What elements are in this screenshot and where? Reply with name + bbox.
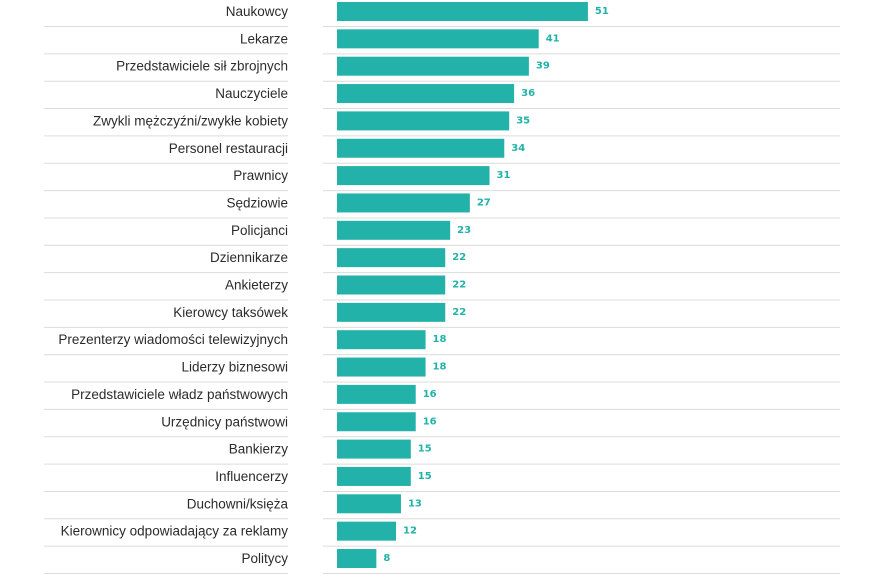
value-label: 22: [452, 307, 466, 318]
bar: [337, 549, 377, 568]
value-label: 13: [408, 498, 422, 509]
category-label: Przedstawiciele władz państwowych: [71, 387, 288, 402]
bar: [337, 357, 426, 377]
bar: [337, 193, 470, 213]
category-label: Politycy: [241, 551, 288, 566]
category-label: Przedstawiciele sił zbrojnych: [116, 59, 288, 74]
value-label: 41: [546, 33, 560, 44]
bar: [337, 248, 446, 268]
bar: [337, 220, 451, 240]
value-label: 22: [452, 252, 466, 263]
category-label: Zwykli mężczyźni/zwykłe kobiety: [93, 113, 288, 128]
category-label: Kierowcy taksówek: [173, 305, 288, 320]
category-label: Nauczyciele: [215, 86, 288, 101]
category-label: Ankieterzy: [225, 278, 288, 293]
category-label: Naukowcy: [226, 4, 289, 19]
bar: [337, 275, 446, 295]
value-label: 18: [433, 362, 447, 373]
bar: [337, 111, 510, 131]
category-label: Urzędnicy państwowi: [161, 414, 288, 429]
category-label: Bankierzy: [229, 442, 289, 457]
category-label: Prezenterzy wiadomości telewizyjnych: [58, 332, 288, 347]
bar: [337, 166, 490, 186]
value-label: 23: [457, 225, 471, 236]
bar: [337, 494, 401, 514]
bar: [337, 29, 539, 49]
bar: [337, 138, 505, 158]
value-label: 18: [433, 334, 447, 345]
bar: [337, 330, 426, 350]
category-label: Sędziowie: [226, 195, 288, 210]
value-label: 8: [383, 553, 390, 564]
bar: [337, 439, 411, 459]
value-label: 15: [418, 471, 432, 482]
category-label: Lekarze: [240, 31, 288, 46]
bar: [337, 384, 416, 404]
bar: [337, 84, 515, 104]
bar: [337, 466, 411, 486]
category-label: Liderzy biznesowi: [181, 360, 288, 375]
category-label: Influencerzy: [215, 469, 288, 484]
bar: [337, 521, 397, 541]
value-label: 36: [521, 88, 535, 99]
category-label: Duchowni/księża: [187, 496, 289, 511]
value-label: 39: [536, 61, 550, 72]
bar: [337, 2, 588, 21]
bar: [337, 56, 529, 76]
value-label: 27: [477, 197, 491, 208]
category-label: Kierownicy odpowiadający za reklamy: [61, 524, 289, 539]
value-label: 12: [403, 526, 417, 537]
value-label: 15: [418, 444, 432, 455]
value-label: 16: [423, 389, 437, 400]
category-label: Prawnicy: [233, 168, 288, 183]
value-label: 16: [423, 416, 437, 427]
category-label: Personel restauracji: [169, 141, 288, 156]
bar: [337, 412, 416, 432]
value-label: 35: [516, 115, 530, 126]
value-label: 31: [497, 170, 511, 181]
value-label: 51: [595, 6, 609, 17]
category-label: Dziennikarze: [210, 250, 288, 265]
value-label: 34: [511, 143, 525, 154]
category-label: Policjanci: [231, 223, 288, 238]
bar: [337, 302, 446, 322]
value-label: 22: [452, 280, 466, 291]
